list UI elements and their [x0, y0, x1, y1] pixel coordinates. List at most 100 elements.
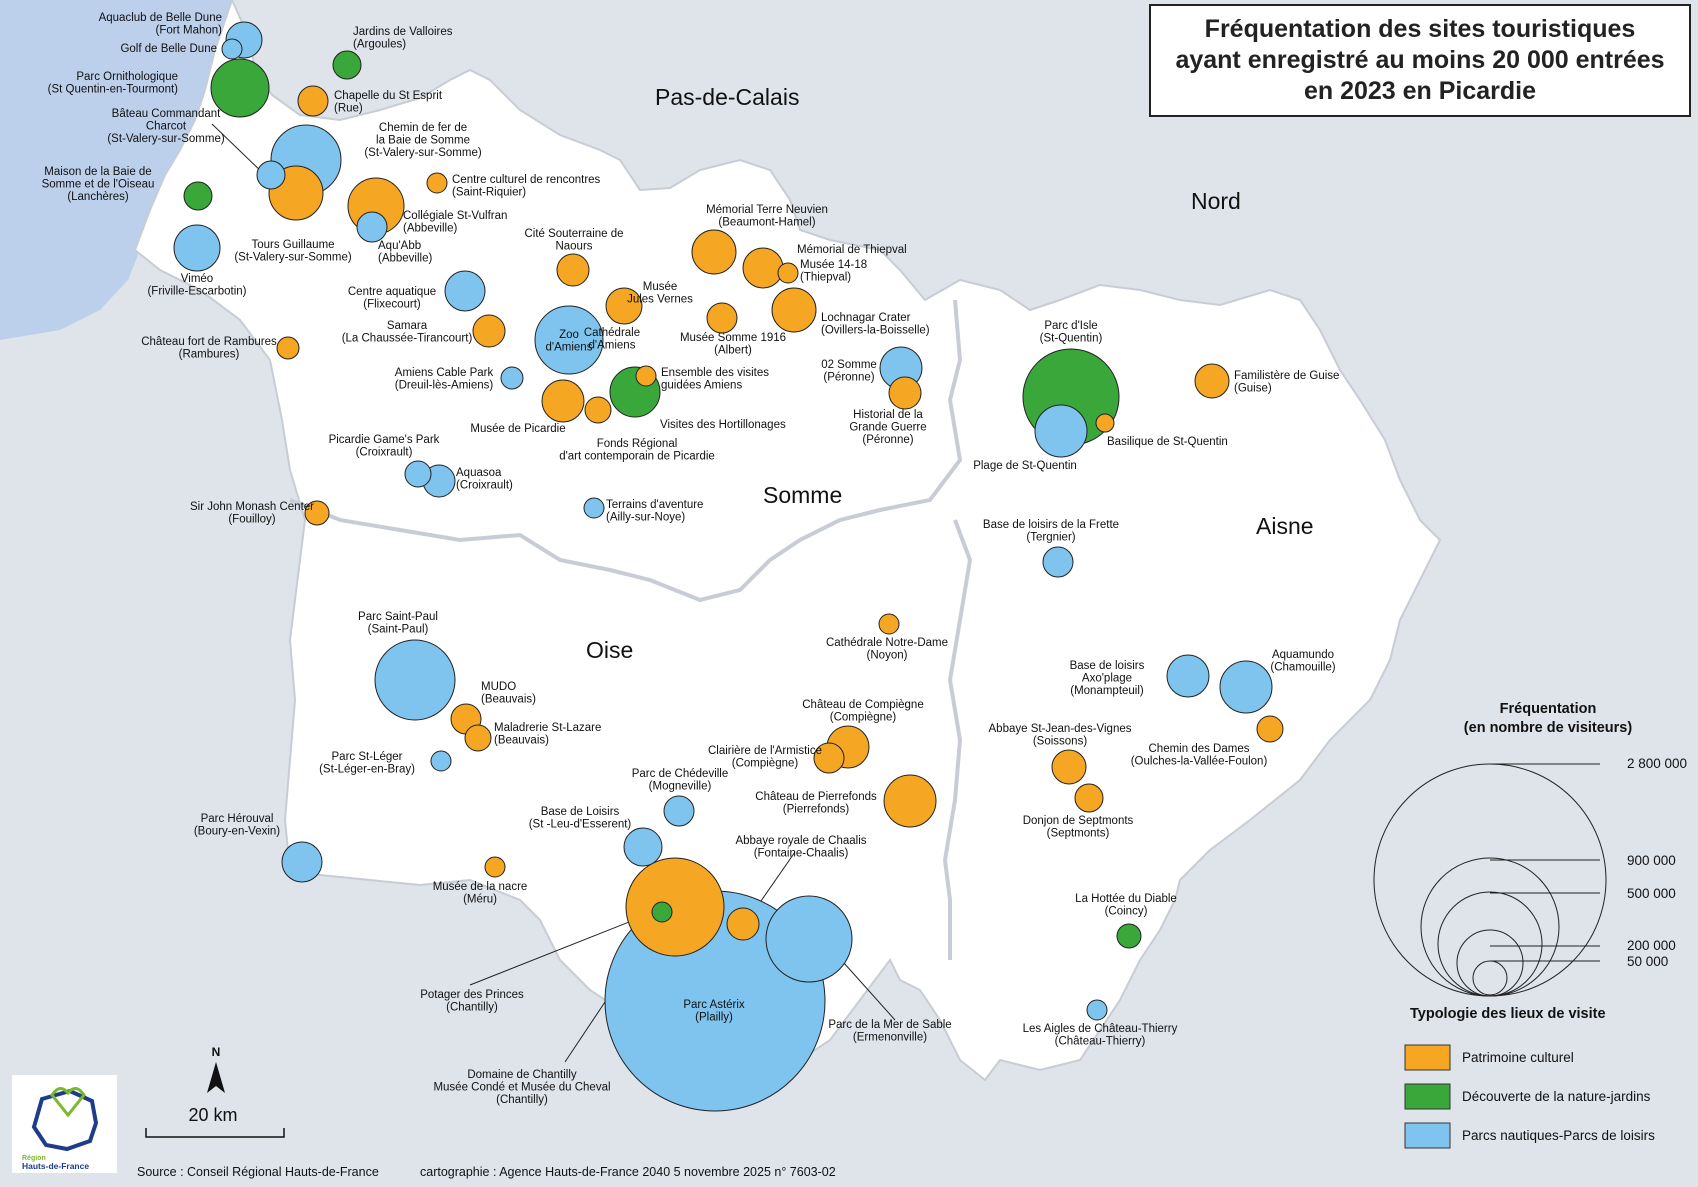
- size-legend-value-2800000: 2 800 000: [1627, 756, 1687, 771]
- site-label-parc-st-leger: Parc St-Léger (St-Léger-en-Bray): [319, 751, 415, 776]
- site-label-line: Maladrerie St-Lazare: [494, 722, 601, 734]
- site-label-line: (Albert): [714, 345, 752, 357]
- site-label-aigles-chateau-thierry: Les Aigles de Château-Thierry (Château-Th…: [1023, 1023, 1178, 1048]
- site-circle-lochnagar: [771, 287, 817, 333]
- site-label-line: Musée 14-18: [800, 259, 867, 271]
- site-label-line: Sir John Monash Center: [190, 501, 314, 513]
- site-label-line: (La Chaussée-Tirancourt): [342, 333, 473, 345]
- site-label-line: guidées Amiens: [661, 380, 742, 392]
- site-label-line: (Beauvais): [481, 694, 536, 706]
- site-label-musee-nacre: Musée de la nacre (Méru): [433, 881, 528, 906]
- site-circle-abbaye-chaalis: [726, 907, 760, 941]
- site-label-hottee-diable: La Hottée du Diable (Coincy): [1075, 893, 1177, 918]
- site-label-line: Collégiale St-Vulfran: [403, 210, 507, 222]
- site-circle-zoo-amiens: [534, 305, 604, 375]
- site-label-line: Grande Guerre: [849, 422, 926, 434]
- site-label-line: Parc Hérouval: [201, 813, 274, 825]
- site-label-line: (Compiègne): [830, 712, 897, 724]
- site-circle-sir-john-monash: [304, 500, 330, 526]
- site-label-line: (Rue): [334, 103, 363, 115]
- site-label-line: (Péronne): [823, 372, 874, 384]
- site-label-line: (Thiepval): [800, 272, 851, 284]
- site-label-jardins-valloires: Jardins de Valloires (Argoules): [353, 26, 453, 51]
- site-label-line: Plage de St-Quentin: [973, 460, 1077, 472]
- site-label-line: Château de Pierrefonds: [755, 791, 877, 803]
- type-label-culturel: Patrimoine culturel: [1462, 1050, 1574, 1065]
- site-label-ensemble-visites: Ensemble des visites guidées Amiens: [661, 367, 769, 392]
- site-label-domaine-chantilly: Domaine de Chantilly Musée Condé et Musée…: [433, 1069, 610, 1106]
- site-label-picardie-games-park: Picardie Game's Park (Croixrault): [329, 434, 440, 459]
- site-label-amiens-cable-park: Amiens Cable Park (Dreuil-lès-Amiens): [395, 367, 494, 392]
- site-label-line: (Chantilly): [496, 1094, 548, 1106]
- site-label-line: (Pierrefonds): [783, 804, 850, 816]
- site-label-line: Aquasoa: [456, 467, 502, 479]
- site-label-line: Musée Condé et Musée du Cheval: [433, 1082, 610, 1094]
- site-label-line: Aqu'Abb: [378, 240, 421, 252]
- site-label-cathedrale-noyon: Cathédrale Notre-Dame (Noyon): [826, 637, 948, 662]
- site-label-line: Musée de la nacre: [433, 881, 528, 893]
- dept-label-somme: Somme: [763, 482, 842, 508]
- site-circle-terrains-aventure: [583, 497, 605, 519]
- site-label-line: Picardie Game's Park: [329, 434, 440, 446]
- site-label-historial: Historial de la Grande Guerre (Péronne): [849, 409, 926, 446]
- site-circle-parc-st-leger: [430, 750, 452, 772]
- site-label-aquamundo: Aquamundo (Chamouille): [1270, 649, 1335, 674]
- site-label-line: (Flixecourt): [363, 299, 421, 311]
- map-title-line-1: Fréquentation des sites touristiques: [1204, 15, 1636, 43]
- site-label-line: (Ailly-sur-Noye): [606, 512, 685, 524]
- size-legend-circle-500000: [1437, 891, 1543, 997]
- site-label-visites-hortillonages: Visites des Hortillonages: [660, 419, 786, 431]
- site-label-aquasoa: Aquasoa (Croixrault): [456, 467, 513, 492]
- site-circles: [173, 21, 1284, 1112]
- site-label-line: Potager des Princes: [420, 989, 524, 1001]
- site-circle-picardie-games-park: [404, 460, 432, 488]
- site-label-line: (Coincy): [1105, 906, 1148, 918]
- site-label-line: (Argoules): [353, 39, 406, 51]
- site-label-samara: Samara (La Chaussée-Tirancourt): [342, 320, 473, 345]
- site-label-chemin-fer-baie: Chemin de fer de la Baie de Somme (St-Vale…: [364, 122, 482, 159]
- site-label-line: (Septmonts): [1047, 828, 1110, 840]
- type-swatch-nature: [1404, 1083, 1451, 1110]
- site-label-line: d'Amiens: [589, 340, 636, 352]
- site-circle-musee-nacre: [484, 856, 506, 878]
- site-circle-musee-picardie: [541, 379, 585, 423]
- site-labels: Aquaclub de Belle Dune (Fort Mahon) Golf d…: [42, 12, 1340, 1106]
- site-label-line: Samara: [387, 320, 428, 332]
- site-label-02-somme: 02 Somme (Péronne): [821, 359, 877, 384]
- north-arrow-label: N: [212, 1045, 221, 1059]
- site-circle-musee-jules-vernes: [605, 287, 643, 325]
- site-circle-plage-st-quentin: [1034, 404, 1088, 458]
- picardie-land: [133, 0, 1442, 1082]
- site-label-parc-herouval: Parc Hérouval (Boury-en-Vexin): [194, 813, 280, 838]
- site-label-line: d'art contemporain de Picardie: [559, 451, 715, 463]
- site-label-line: Domaine de Chantilly: [467, 1069, 577, 1081]
- site-label-line: Jardins de Valloires: [353, 26, 453, 38]
- site-label-line: (St-Valery-sur-Somme): [364, 147, 482, 159]
- site-circle-basilique-st-quentin: [1095, 413, 1115, 433]
- site-label-basilique-st-quentin: Basilique de St-Quentin: [1107, 436, 1228, 448]
- site-label-line: (St-Valery-sur-Somme): [107, 133, 225, 145]
- dept-label-aisne: Aisne: [1256, 513, 1314, 539]
- site-label-line: (Guise): [1234, 383, 1272, 395]
- site-label-terrains-aventure: Terrains d'aventure (Ailly-sur-Noye): [606, 499, 703, 524]
- site-label-line: Terrains d'aventure: [606, 499, 703, 511]
- site-label-line: Parc St-Léger: [332, 751, 403, 763]
- site-label-line: Somme et de l'Oiseau: [42, 179, 155, 191]
- sea: [0, 0, 232, 340]
- site-label-line: Historial de la: [853, 409, 923, 421]
- site-label-line: d'Amiens: [546, 342, 593, 354]
- site-circle-mer-de-sable: [765, 895, 853, 983]
- site-label-musee-jules-vernes: Musée Jules Vernes: [627, 281, 693, 306]
- site-label-line: (Compiègne): [732, 758, 799, 770]
- site-label-tours-guillaume: Tours Guillaume (St-Valery-sur-Somme): [234, 239, 352, 264]
- site-label-line: (Lanchères): [67, 191, 129, 203]
- site-label-line: Base de loisirs: [1070, 660, 1145, 672]
- site-label-line: Parc Saint-Paul: [358, 611, 438, 623]
- site-label-line: (Oulches-la-Vallée-Foulon): [1131, 756, 1268, 768]
- site-label-line: Axo'plage: [1082, 673, 1132, 685]
- site-label-line: (Mogneville): [649, 781, 712, 793]
- site-label-line: Les Aigles de Château-Thierry: [1023, 1023, 1178, 1035]
- north-arrow: N: [207, 1045, 225, 1093]
- site-circle-vimeo: [173, 224, 221, 272]
